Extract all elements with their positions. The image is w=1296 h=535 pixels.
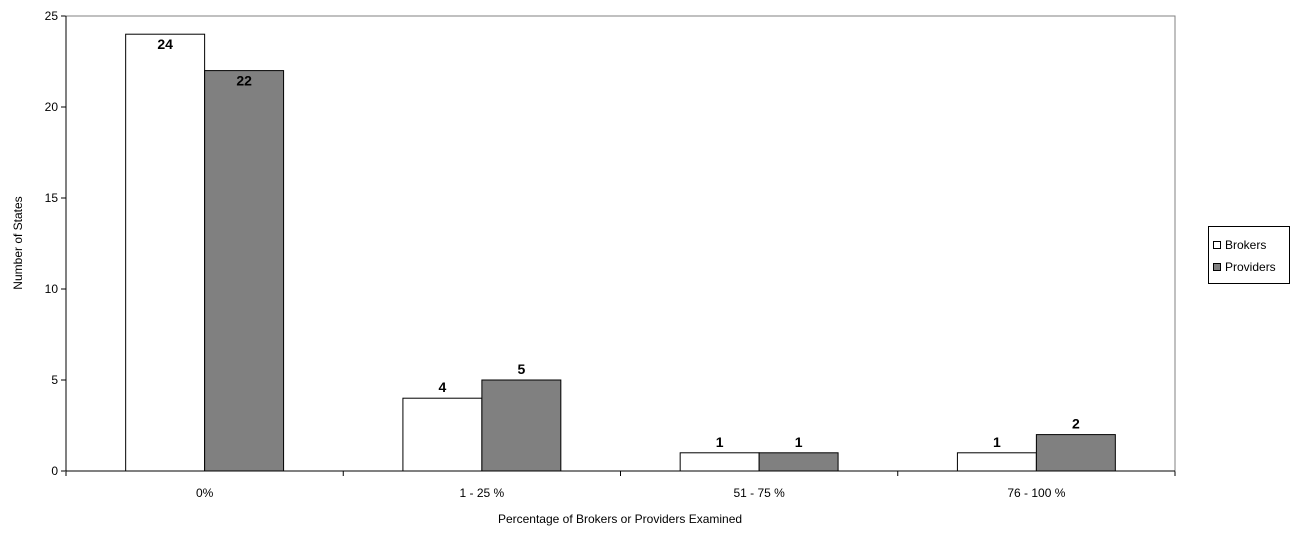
bar-brokers <box>679 452 760 472</box>
bar-brokers <box>956 452 1037 472</box>
data-label-brokers: 24 <box>157 36 173 52</box>
x-tick-label: 1 - 25 % <box>460 486 505 500</box>
legend: Brokers Providers <box>1208 226 1290 284</box>
legend-swatch-brokers <box>1213 241 1221 249</box>
data-label-brokers: 4 <box>438 379 446 395</box>
legend-item-brokers: Brokers <box>1213 237 1266 253</box>
bar-brokers <box>125 33 206 472</box>
y-tick-label: 10 <box>45 282 59 296</box>
y-tick-label: 25 <box>45 9 59 23</box>
y-axis-ticks: 0 5 10 15 20 25 <box>45 9 66 478</box>
legend-label-providers: Providers <box>1225 260 1276 274</box>
data-label-brokers: 1 <box>993 434 1001 450</box>
x-tick-label: 0% <box>196 486 214 500</box>
y-tick-label: 20 <box>45 100 59 114</box>
data-label-providers: 2 <box>1072 416 1080 432</box>
data-label-brokers: 1 <box>716 434 724 450</box>
x-axis-title: Percentage of Brokers or Providers Exami… <box>498 512 742 526</box>
data-label-providers: 5 <box>517 361 525 377</box>
bar-providers <box>758 452 839 472</box>
bar-providers <box>204 70 285 472</box>
data-labels: 24 22 4 5 1 1 1 2 <box>157 36 1080 450</box>
x-tick-label: 51 - 75 % <box>733 486 785 500</box>
data-label-providers: 1 <box>795 434 803 450</box>
x-axis-ticks: 0% 1 - 25 % 51 - 75 % 76 - 100 % <box>65 471 1176 500</box>
bar-brokers <box>402 397 483 472</box>
y-axis-title: Number of States <box>11 196 25 289</box>
bar-providers <box>481 379 562 472</box>
x-tick-label: 76 - 100 % <box>1007 486 1065 500</box>
y-tick-label: 5 <box>51 373 58 387</box>
bar-providers <box>1035 434 1116 472</box>
legend-label-brokers: Brokers <box>1225 238 1267 252</box>
bars <box>125 33 1116 472</box>
y-tick-label: 0 <box>51 464 58 478</box>
legend-item-providers: Providers <box>1213 259 1276 275</box>
y-tick-label: 15 <box>45 191 59 205</box>
data-label-providers: 22 <box>236 73 252 89</box>
legend-swatch-providers <box>1213 263 1221 271</box>
